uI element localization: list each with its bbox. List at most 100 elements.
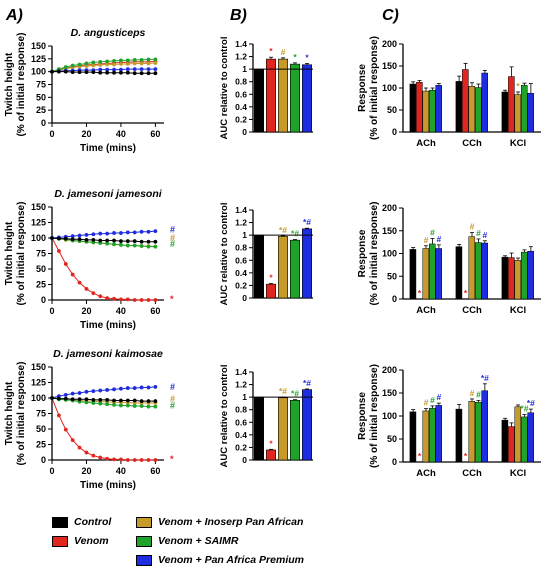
data-point — [112, 296, 116, 301]
y-tick-label: 150 — [31, 41, 46, 51]
data-point — [119, 62, 123, 66]
x-tick-label: CCh — [462, 468, 482, 479]
y-tick-label: 1.2 — [235, 380, 247, 390]
series-line — [51, 386, 156, 399]
y-tick-label: 75 — [36, 409, 46, 419]
y-axis-label-line: (% of initial response) — [16, 362, 27, 466]
data-point — [139, 298, 144, 302]
data-point — [84, 70, 89, 75]
bar — [520, 416, 528, 463]
data-point — [125, 70, 130, 75]
bar-annotation: * — [464, 288, 468, 298]
bar — [462, 69, 469, 133]
y-axis-label-line: Response — [357, 64, 368, 112]
y-axis-label-line: AUC relative to control — [219, 37, 230, 140]
series-line — [51, 237, 156, 243]
y-tick-label: 100 — [31, 67, 46, 77]
y-tick-label: 75 — [36, 80, 46, 90]
data-point — [84, 397, 89, 402]
data-point — [132, 298, 137, 302]
data-point — [119, 58, 123, 63]
data-point — [146, 244, 151, 249]
y-tick-label: 25 — [36, 105, 46, 115]
data-point — [84, 389, 89, 394]
data-point — [119, 242, 123, 247]
data-point — [105, 397, 110, 402]
data-point — [125, 386, 130, 390]
bar — [278, 58, 288, 133]
data-point — [70, 237, 75, 242]
data-point — [56, 396, 61, 401]
x-tick-label: ACh — [416, 138, 436, 149]
data-point — [119, 297, 123, 302]
bar-annotation: * — [305, 52, 309, 62]
y-axis-label-line: Response — [357, 229, 368, 277]
bar — [254, 396, 264, 461]
y-axis-label-line: Response — [357, 392, 368, 440]
data-point — [84, 233, 89, 237]
bar-annotation: # — [424, 235, 429, 245]
y-tick-label: 0 — [41, 118, 46, 128]
y-tick-label: 0.8 — [235, 405, 247, 415]
y-axis-label: AUC relative to control — [219, 203, 230, 306]
y-tick-label: 25 — [36, 280, 46, 290]
y-tick-label: 100 — [382, 83, 397, 93]
data-point — [132, 61, 137, 66]
y-tick-label: 1.2 — [235, 218, 247, 228]
data-point — [153, 458, 158, 462]
data-point — [63, 427, 68, 432]
data-point — [112, 238, 116, 243]
bar — [501, 91, 509, 133]
data-point — [77, 233, 82, 238]
bar — [266, 449, 276, 461]
data-point — [139, 67, 144, 71]
y-tick-label: 1 — [242, 392, 247, 402]
bar — [422, 410, 430, 463]
data-point — [153, 404, 158, 409]
panel-label-b: B) — [230, 7, 247, 24]
bar-annotation: # — [470, 388, 475, 398]
y-tick-label: 150 — [382, 388, 397, 398]
bar-annotation: *# — [303, 217, 311, 227]
y-tick-label: 25 — [36, 440, 46, 450]
data-point — [112, 231, 116, 235]
bar-annotation: # — [437, 234, 442, 244]
bar — [302, 389, 312, 461]
y-tick-label: 100 — [382, 249, 397, 259]
x-tick-label: KCl — [510, 468, 526, 479]
bar — [520, 85, 528, 133]
data-point — [112, 70, 116, 75]
data-point — [146, 399, 151, 403]
y-tick-label: 1.4 — [235, 205, 247, 215]
bar-annotation: # — [430, 227, 435, 237]
data-point — [91, 60, 96, 65]
bar-annotation: * — [269, 46, 273, 56]
y-axis-label: Twitch height (% of initial response) — [4, 362, 27, 466]
bar-annotation: # — [470, 222, 475, 232]
data-point — [119, 67, 123, 72]
bar-annotation: * — [269, 438, 273, 448]
data-point — [91, 291, 96, 296]
x-tick-label: 20 — [81, 466, 91, 476]
bar-annotation: # — [424, 398, 429, 408]
y-tick-label: 50 — [36, 264, 46, 274]
significance-marker: # — [170, 400, 175, 410]
y-tick-label: 200 — [382, 39, 397, 49]
y-tick-label: 0 — [392, 294, 397, 304]
data-point — [98, 388, 103, 393]
data-point — [77, 70, 82, 75]
y-tick-label: 0.4 — [235, 268, 247, 278]
x-tick-label: 0 — [49, 466, 54, 476]
data-point — [146, 385, 151, 390]
y-axis-label-line: AUC relative to control — [219, 203, 230, 306]
data-point — [139, 404, 144, 408]
data-point — [132, 386, 137, 390]
bar — [422, 90, 430, 133]
data-point — [105, 402, 110, 407]
data-point — [77, 237, 82, 242]
significance-marker: # — [170, 224, 175, 234]
data-point — [132, 243, 137, 248]
bar — [266, 283, 276, 299]
data-point — [91, 453, 96, 458]
